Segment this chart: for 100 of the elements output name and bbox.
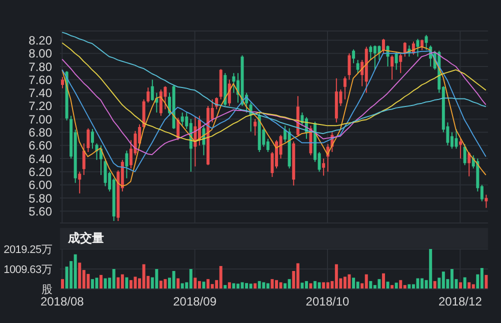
bar	[378, 279, 381, 289]
bar	[159, 280, 162, 289]
candlestick	[416, 38, 420, 58]
bar	[194, 278, 197, 289]
y-tick-label: 5.80	[28, 191, 52, 206]
candlestick	[348, 52, 351, 80]
bar	[364, 274, 368, 289]
candlestick	[373, 44, 376, 70]
candlestick	[150, 79, 154, 102]
bar	[142, 264, 146, 289]
candlestick	[424, 34, 428, 51]
y-tick-label: 7.00	[28, 112, 52, 126]
candlestick	[254, 118, 257, 136]
y-tick-label: 7.60	[28, 72, 52, 87]
bar	[352, 278, 356, 289]
candlestick	[356, 59, 360, 74]
candlestick	[394, 52, 398, 70]
candlestick	[390, 54, 394, 80]
bar	[176, 278, 180, 289]
bar	[116, 277, 120, 289]
x-tick-label: 2018/10	[306, 294, 350, 309]
bar	[369, 281, 372, 289]
bar	[95, 278, 98, 289]
candlestick	[125, 150, 128, 179]
candlestick	[228, 79, 231, 106]
bar	[61, 279, 64, 289]
bar	[198, 281, 201, 289]
bar	[484, 274, 488, 289]
candlestick	[343, 76, 346, 100]
bar	[100, 274, 103, 289]
y-tick-label: 6.40	[28, 152, 52, 166]
bar	[134, 276, 137, 289]
bar	[314, 281, 317, 289]
candlestick	[86, 128, 90, 152]
y-tick-label: 7.40	[28, 86, 52, 100]
bar	[164, 279, 167, 289]
bar	[429, 249, 432, 289]
candlestick	[104, 158, 107, 187]
bar	[78, 262, 82, 289]
y-tick-label: 1009.63万	[4, 264, 52, 276]
bar	[442, 272, 445, 289]
x-tick-label: 2018/09	[173, 294, 217, 309]
y-tick-label: 6.20	[28, 164, 52, 179]
bar	[120, 274, 124, 289]
candlestick	[403, 42, 406, 58]
bar	[408, 284, 411, 289]
bar	[304, 281, 308, 289]
bar	[416, 278, 420, 289]
bar	[104, 278, 107, 289]
bar	[270, 279, 274, 289]
bar	[172, 270, 176, 289]
x-tick-label: 2018/12	[438, 294, 482, 309]
y-tick-label: 7.20	[28, 99, 52, 114]
y-tick-label: 股	[41, 284, 52, 296]
candlestick	[420, 39, 424, 51]
bar	[394, 282, 398, 289]
candlestick	[399, 54, 402, 74]
bar	[206, 279, 210, 289]
bar	[86, 274, 90, 289]
candlestick	[146, 87, 150, 104]
bar	[189, 268, 192, 289]
bar	[202, 282, 206, 289]
candlestick	[463, 144, 466, 166]
bar	[219, 266, 222, 289]
bar	[334, 264, 338, 289]
bar	[433, 281, 436, 289]
candlestick	[180, 112, 184, 126]
bar	[296, 263, 300, 289]
y-tick-label: 6.60	[28, 138, 52, 153]
y-tick-label: 7.80	[28, 60, 52, 74]
candlestick	[232, 72, 236, 94]
y-tick-label: 2019.25万	[4, 244, 52, 256]
x-tick-label: 2018/08	[40, 294, 84, 309]
candlestick	[369, 44, 372, 60]
y-tick-label: 6.00	[28, 178, 52, 192]
bar	[300, 282, 304, 289]
candlestick	[322, 158, 326, 176]
candlestick	[82, 142, 86, 176]
candlestick	[352, 48, 356, 64]
bar	[386, 282, 390, 289]
y-tick-label: 5.60	[28, 204, 52, 218]
bar	[399, 280, 402, 289]
bar	[472, 284, 475, 289]
candlestick	[484, 194, 488, 208]
bar	[348, 274, 351, 289]
candlestick	[61, 76, 64, 89]
candlestick	[378, 44, 381, 60]
candlestick	[90, 128, 94, 150]
y-tick-label: 8.00	[28, 46, 52, 61]
bar	[155, 268, 158, 289]
candlestick	[159, 89, 162, 116]
bar	[112, 268, 116, 289]
bar	[258, 281, 261, 289]
bar	[480, 268, 484, 289]
bar	[245, 283, 248, 289]
candlestick	[164, 86, 167, 110]
candlestick	[78, 171, 82, 194]
bar	[249, 284, 252, 289]
bar	[288, 279, 291, 289]
y-tick-label: 6.80	[28, 126, 52, 140]
